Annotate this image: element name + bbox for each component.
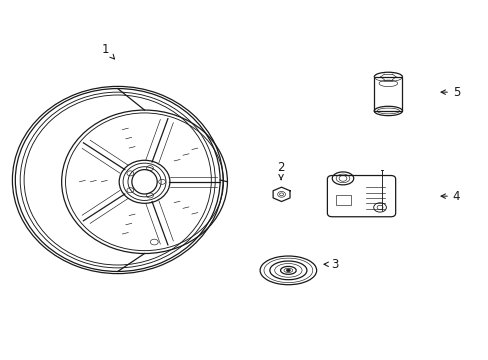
Bar — [373, 77, 402, 111]
Bar — [335, 195, 350, 206]
Text: 1: 1 — [102, 42, 114, 59]
Text: 2: 2 — [277, 161, 284, 180]
Circle shape — [286, 269, 290, 272]
Text: 5: 5 — [440, 86, 459, 99]
Polygon shape — [273, 187, 289, 202]
FancyBboxPatch shape — [327, 176, 395, 217]
Text: 3: 3 — [324, 258, 338, 271]
Text: 4: 4 — [440, 190, 459, 203]
